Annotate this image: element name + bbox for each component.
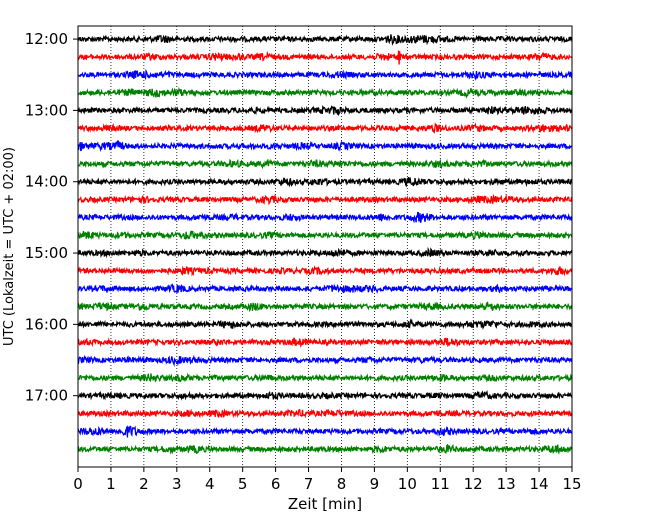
trace-line — [77, 211, 573, 224]
trace-line — [77, 158, 573, 170]
trace-line — [77, 354, 573, 367]
y-tick-label: 14:00 — [25, 173, 68, 191]
x-tick-label: 6 — [271, 475, 281, 493]
x-tick-label: 15 — [562, 475, 581, 493]
trace-line — [77, 104, 573, 117]
trace-line — [77, 193, 573, 206]
trace-line — [77, 230, 573, 241]
trace-line — [77, 50, 573, 65]
plot-frame — [77, 25, 573, 468]
x-tick-label: 3 — [172, 475, 182, 493]
y-tick-label: 12:00 — [25, 30, 68, 48]
x-tick-label: 7 — [304, 475, 314, 493]
x-tick-label: 5 — [238, 475, 248, 493]
x-tick-label: 10 — [398, 475, 417, 493]
x-tick-label: 8 — [337, 475, 347, 493]
trace-line — [77, 86, 573, 99]
trace-line — [77, 139, 573, 153]
x-tick-label: 12 — [464, 475, 483, 493]
trace-line — [77, 336, 573, 348]
x-tick-label: 11 — [431, 475, 450, 493]
trace-line — [77, 122, 573, 134]
trace-line — [77, 301, 573, 313]
trace-line — [77, 424, 573, 438]
trace-line — [77, 443, 573, 455]
x-tick-label: 4 — [205, 475, 215, 493]
x-axis-ticks: 0 1 2 3 4 5 6 7 8 9 10 11 12 13 14 15 — [73, 467, 582, 493]
y-tick-label: 15:00 — [25, 244, 68, 262]
x-tick-label: 1 — [106, 475, 116, 493]
x-axis-label: Zeit [min] — [288, 495, 362, 513]
trace-line — [77, 34, 573, 46]
x-tick-label: 13 — [497, 475, 516, 493]
y-axis-ticks: 12:00 13:00 14:00 15:00 16:00 17:00 — [25, 30, 78, 405]
trace-line — [77, 283, 573, 294]
trace-line — [77, 68, 573, 81]
trace-line — [77, 176, 573, 188]
x-tick-label: 2 — [139, 475, 149, 493]
trace-line — [77, 318, 573, 330]
trace-line — [77, 408, 573, 419]
trace-line — [77, 265, 573, 277]
x-tick-label: 14 — [530, 475, 549, 493]
y-axis-label: UTC (Lokalzeit = UTC + 02:00) — [2, 147, 17, 346]
trace-line — [77, 389, 573, 401]
x-tick-label: 9 — [370, 475, 380, 493]
trace-line — [77, 246, 573, 259]
y-tick-label: 16:00 — [25, 315, 68, 333]
y-tick-label: 13:00 — [25, 101, 68, 119]
seismogram-traces — [77, 34, 573, 455]
y-tick-label: 17:00 — [25, 387, 68, 405]
x-tick-label: 0 — [73, 475, 83, 493]
trace-line — [77, 372, 573, 383]
